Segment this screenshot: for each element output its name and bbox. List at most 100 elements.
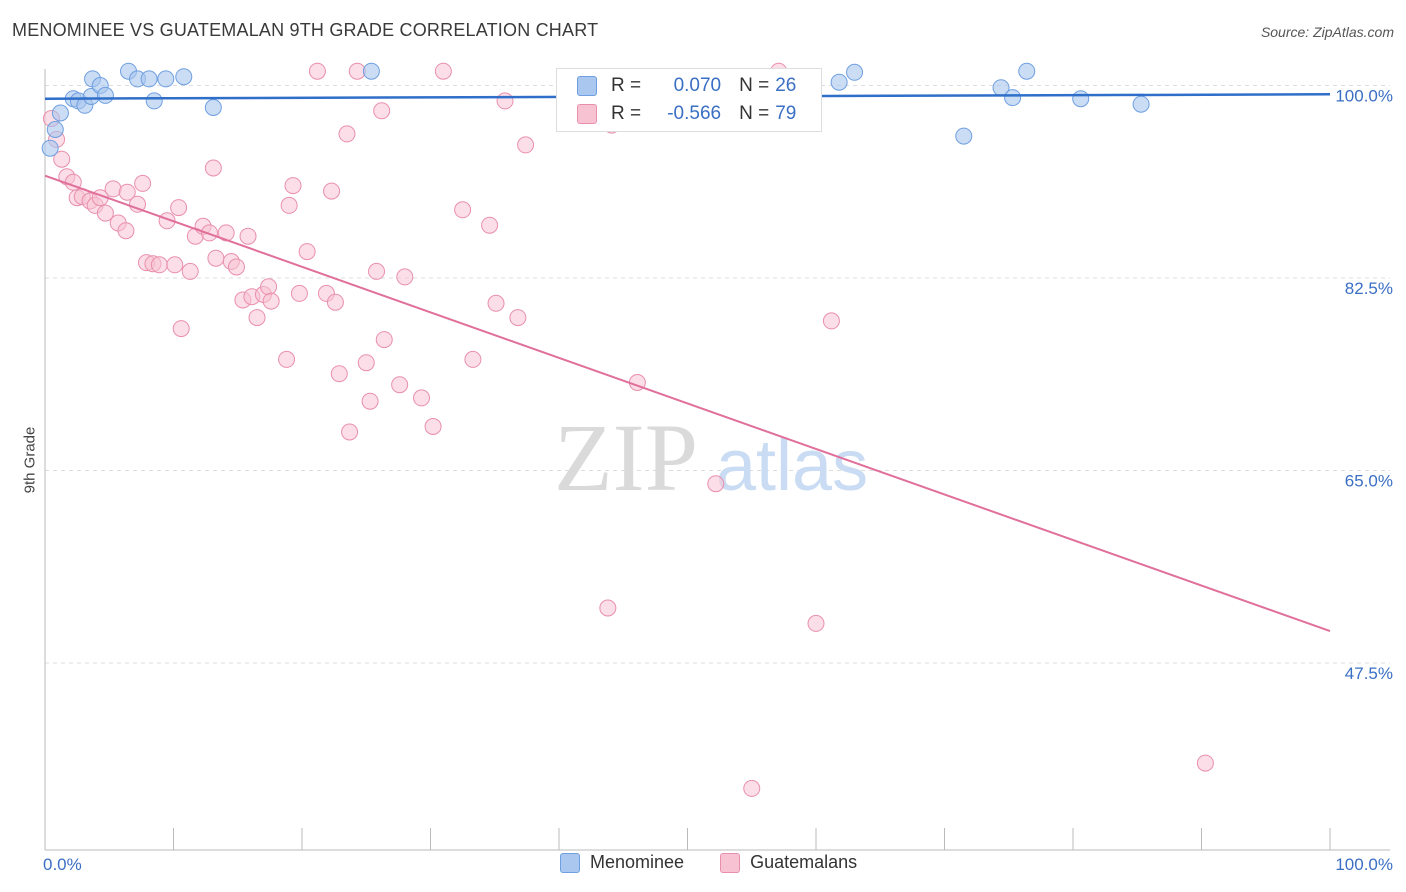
guatemalans-point [227, 258, 245, 276]
legend-n-value: 79 [775, 103, 797, 124]
guatemalans-point [150, 256, 168, 274]
guatemalans-point [117, 222, 135, 240]
guatemalans-point [284, 177, 302, 195]
menominee-point [157, 70, 175, 88]
axes [44, 69, 1390, 851]
guatemalans-point [172, 320, 190, 338]
legend-r-value: -0.566 [667, 103, 722, 124]
menominee-point [955, 127, 973, 145]
guatemalans-point [464, 350, 482, 368]
menominee-point [362, 62, 380, 80]
series-label-menominee: Menominee [590, 852, 685, 872]
guatemalans-point [743, 779, 761, 797]
y-tick-label: 47.5% [1345, 664, 1393, 683]
guatemalans-point [454, 201, 472, 219]
series-swatch-menominee [560, 852, 580, 873]
guatemalans-point [424, 418, 442, 435]
guatemalans-point [181, 262, 199, 280]
menominee-point [1018, 62, 1036, 80]
guatemalans-point [599, 599, 617, 617]
guatemalans-point [413, 389, 431, 407]
menominee-point [830, 73, 848, 91]
legend-swatch-guatemalans [577, 104, 597, 124]
stats-legend: R = 0.070 N = 26 R = -0.566 N = 79 [556, 68, 822, 132]
source-label: Source: ZipAtlas.com [1260, 24, 1394, 40]
menominee-point [46, 121, 64, 138]
menominee-point [1132, 95, 1150, 113]
guatemalans-point [200, 224, 218, 242]
trend-lines [44, 93, 1331, 633]
menominee-point [145, 92, 163, 110]
legend-r-label: R = [611, 103, 642, 124]
guatemalans-point [118, 183, 136, 201]
menominee-points [41, 62, 1150, 157]
guatemalans-point [326, 293, 344, 311]
menominee-point [96, 86, 114, 104]
menominee-point [204, 99, 222, 116]
guatemalans-point [481, 216, 499, 234]
guatemalans-point [707, 475, 725, 493]
guatemalans-point [248, 309, 266, 327]
legend-n-value: 26 [775, 75, 797, 96]
guatemalans-point [207, 249, 225, 267]
guatemalans-point [391, 376, 409, 394]
legend-swatch-menominee [577, 76, 597, 96]
guatemalans-point [487, 294, 505, 312]
series-swatch-guatemalans [720, 852, 741, 873]
series-legend-guatemalans[interactable]: Guatemalans [720, 852, 857, 873]
legend-row-guatemalans: R = -0.566 N = 79 [577, 101, 796, 127]
guatemalans-point [134, 174, 152, 192]
guatemalans-point [368, 262, 386, 280]
x-tick-label: 100.0% [1335, 855, 1393, 874]
watermark-atlas: atlas [716, 426, 868, 506]
guatemalans-point [509, 309, 527, 327]
legend-r-label: R = [611, 75, 642, 96]
guatemalans-trend-line [44, 174, 1331, 633]
guatemalans-point [361, 392, 379, 410]
guatemalans-point [323, 182, 341, 200]
menominee-point [846, 63, 864, 81]
guatemalans-point [807, 614, 825, 632]
guatemalans-point [129, 195, 147, 213]
y-axis-label: 9th Grade [21, 426, 39, 494]
series-label-guatemalans: Guatemalans [750, 852, 858, 872]
guatemalans-point [341, 423, 359, 441]
menominee-point [140, 70, 158, 88]
y-tick-label: 100.0% [1335, 87, 1393, 106]
watermark-zip: ZIP [554, 404, 698, 511]
guatemalans-point [104, 180, 122, 198]
guatemalans-point [308, 62, 326, 80]
guatemalans-point [260, 278, 278, 296]
guatemalans-point [280, 196, 298, 214]
guatemalans-point [1196, 754, 1214, 772]
guatemalans-point [290, 284, 308, 302]
legend-n-label: N = [739, 103, 770, 124]
guatemalans-point [204, 159, 222, 177]
menominee-point [1072, 90, 1090, 108]
menominee-point [1004, 89, 1022, 107]
guatemalans-point [166, 256, 184, 274]
series-legend-menominee[interactable]: Menominee [560, 852, 684, 873]
guatemalans-point [298, 243, 316, 261]
guatemalans-point [239, 227, 257, 245]
menominee-point [175, 68, 193, 86]
guatemalans-point [496, 92, 514, 110]
menominee-point [51, 104, 69, 122]
chart-title: MENOMINEE VS GUATEMALAN 9TH GRADE CORREL… [12, 20, 599, 40]
legend-row-menominee: R = 0.070 N = 26 [577, 73, 796, 99]
legend-n-label: N = [739, 75, 770, 96]
tick-labels: 100.0% 82.5% 65.0% 47.5% 0.0% 100.0% [43, 87, 1393, 875]
guatemalans-point [170, 199, 188, 217]
guatemalans-point [96, 204, 114, 222]
guatemalans-point [262, 292, 280, 310]
guatemalans-point [375, 331, 393, 349]
y-tick-label: 65.0% [1345, 472, 1393, 491]
x-tick-label: 0.0% [43, 855, 82, 874]
guatemalans-point [517, 136, 535, 154]
guatemalans-point [434, 62, 452, 80]
guatemalans-point [278, 350, 296, 368]
legend-r-value: 0.070 [673, 75, 722, 96]
menominee-point [41, 139, 59, 157]
gridlines [45, 85, 1390, 664]
